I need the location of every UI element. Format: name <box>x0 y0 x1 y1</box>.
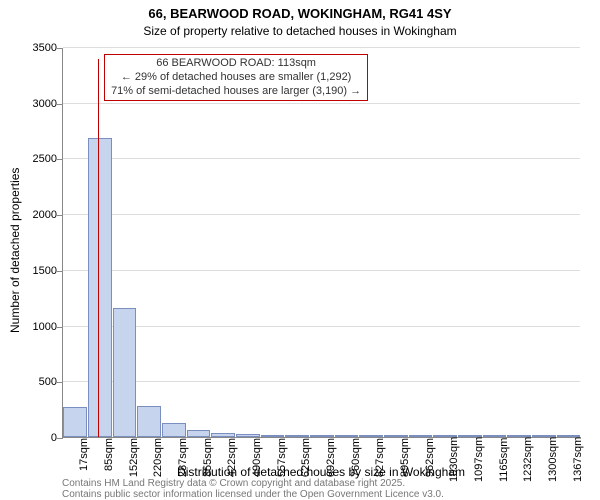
gridline <box>63 270 580 271</box>
x-tick-label: 152sqm <box>128 438 140 482</box>
y-tick-label: 0 <box>19 432 57 444</box>
y-tick-label: 500 <box>19 376 57 388</box>
bar <box>384 435 408 437</box>
x-tick-label: 625sqm <box>300 438 312 482</box>
x-tick-label: 692sqm <box>325 438 337 482</box>
y-tick-label: 2000 <box>19 209 57 221</box>
credits-line-2: Contains public sector information licen… <box>62 489 444 500</box>
bar <box>63 407 87 437</box>
y-tick-label: 3000 <box>19 98 57 110</box>
gridline <box>63 158 580 159</box>
chart-container: 66, BEARWOOD ROAD, WOKINGHAM, RG41 4SY S… <box>0 0 600 500</box>
x-tick-label: 962sqm <box>424 438 436 482</box>
x-tick-label: 895sqm <box>399 438 411 482</box>
annotation-line-2: ← 29% of detached houses are smaller (1,… <box>111 71 361 85</box>
y-axis-title: Number of detached properties <box>8 168 22 333</box>
y-tick <box>57 48 63 49</box>
bar <box>335 435 359 437</box>
bar <box>409 435 433 437</box>
bar <box>310 435 334 437</box>
y-tick-label: 1000 <box>19 321 57 333</box>
y-tick-label: 2500 <box>19 153 57 165</box>
gridline <box>63 326 580 327</box>
bar <box>88 138 112 437</box>
y-tick-label: 3500 <box>19 42 57 54</box>
x-tick-label: 422sqm <box>226 438 238 482</box>
x-tick-label: 1232sqm <box>522 438 534 482</box>
y-tick-label: 1500 <box>19 265 57 277</box>
gridline <box>63 381 580 382</box>
x-tick-label: 760sqm <box>350 438 362 482</box>
bar <box>261 435 285 437</box>
gridline <box>63 103 580 104</box>
bar <box>285 435 309 437</box>
y-tick <box>57 438 63 439</box>
y-tick <box>57 271 63 272</box>
x-tick-label: 1300sqm <box>547 438 559 482</box>
x-tick-label: 557sqm <box>276 438 288 482</box>
x-tick-label: 1367sqm <box>572 438 584 482</box>
x-tick-label: 85sqm <box>103 438 115 482</box>
gridline <box>63 214 580 215</box>
annotation-line-1: 66 BEARWOOD ROAD: 113sqm <box>111 57 361 71</box>
chart-title-sub: Size of property relative to detached ho… <box>0 24 600 38</box>
plot-area: 0500100015002000250030003500 66 BEARWOOD… <box>62 48 580 438</box>
x-tick-label: 490sqm <box>251 438 263 482</box>
bar <box>187 430 211 437</box>
x-tick-label: 1030sqm <box>448 438 460 482</box>
y-tick <box>57 104 63 105</box>
bar <box>236 434 260 437</box>
y-tick <box>57 327 63 328</box>
bar <box>162 423 186 437</box>
bar <box>359 435 383 437</box>
annotation-box: 66 BEARWOOD ROAD: 113sqm ← 29% of detach… <box>104 54 368 101</box>
bar <box>137 406 161 437</box>
chart-title-main: 66, BEARWOOD ROAD, WOKINGHAM, RG41 4SY <box>0 6 600 21</box>
marker-line <box>98 59 99 437</box>
bar <box>211 433 235 437</box>
gridline <box>63 47 580 48</box>
bar <box>483 435 507 437</box>
y-tick <box>57 215 63 216</box>
x-tick-label: 827sqm <box>374 438 386 482</box>
x-tick-label: 355sqm <box>202 438 214 482</box>
x-tick-label: 287sqm <box>177 438 189 482</box>
x-tick-label: 1165sqm <box>498 438 510 482</box>
credits-line-1: Contains HM Land Registry data © Crown c… <box>62 478 405 489</box>
y-tick <box>57 382 63 383</box>
y-tick <box>57 159 63 160</box>
x-tick-label: 220sqm <box>152 438 164 482</box>
annotation-line-3: 71% of semi-detached houses are larger (… <box>111 85 361 99</box>
bar <box>113 308 137 437</box>
x-tick-label: 17sqm <box>78 438 90 482</box>
x-tick-label: 1097sqm <box>473 438 485 482</box>
